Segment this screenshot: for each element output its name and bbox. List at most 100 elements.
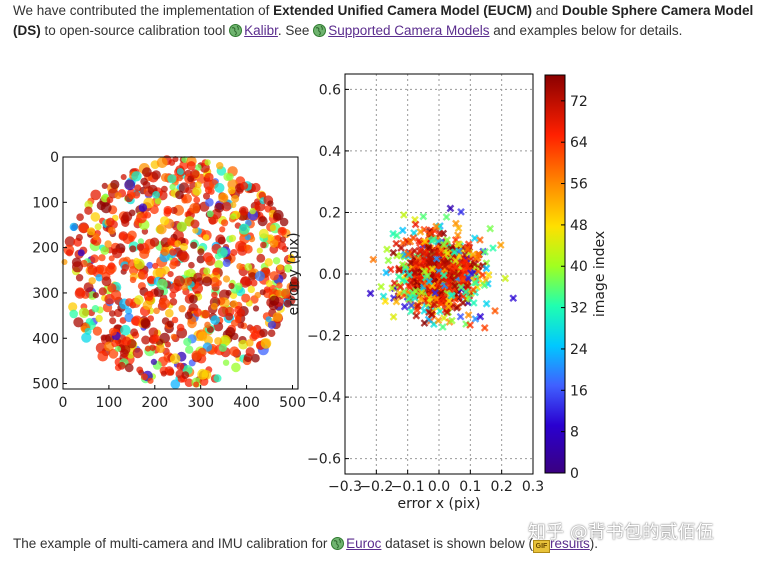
corner-point xyxy=(90,189,101,201)
corner-point xyxy=(196,255,205,264)
corner-point xyxy=(169,298,178,306)
euroc-link[interactable]: Euroc xyxy=(346,536,382,551)
corner-point xyxy=(125,307,133,315)
intro-text-3: to open-source calibration tool xyxy=(40,23,230,38)
error-mark xyxy=(456,312,465,321)
corner-point xyxy=(131,171,142,182)
corner-point xyxy=(176,323,185,332)
error-mark xyxy=(428,265,437,273)
error-mark xyxy=(366,289,375,298)
corner-point xyxy=(258,228,269,239)
corner-point xyxy=(185,345,194,354)
corner-point xyxy=(192,227,199,234)
corner-point xyxy=(160,216,170,226)
corner-point xyxy=(276,264,284,271)
error-mark xyxy=(414,301,422,310)
corner-point xyxy=(256,253,266,263)
corner-point xyxy=(214,260,224,269)
corner-point xyxy=(169,261,178,270)
right-plot-ticks: −0.3−0.2−0.1 0.0 0.1 0.2 0.30.60.40.20.0−0.2… xyxy=(307,82,544,495)
results-link[interactable]: results xyxy=(550,536,590,551)
corner-point xyxy=(138,203,148,212)
corner-point xyxy=(243,244,253,254)
error-mark xyxy=(482,299,491,308)
corner-point xyxy=(152,191,161,199)
right-xtick-label: −0.3 xyxy=(328,479,362,495)
corner-point xyxy=(98,287,107,296)
corner-point xyxy=(190,241,198,249)
corner-point xyxy=(217,306,229,318)
error-mark xyxy=(411,220,420,229)
error-mark xyxy=(395,266,403,274)
corner-point xyxy=(176,168,184,175)
error-mark xyxy=(411,294,420,302)
corner-point xyxy=(74,288,86,299)
corner-point xyxy=(226,173,234,181)
corner-point xyxy=(95,314,103,323)
corner-point xyxy=(206,210,214,218)
error-mark xyxy=(399,211,408,219)
corner-point xyxy=(195,164,202,171)
error-mark xyxy=(480,324,489,332)
left-ytick-label: 400 xyxy=(32,331,59,347)
error-mark xyxy=(398,226,407,235)
corner-point xyxy=(161,317,170,325)
colorbar-tick-label: 0 xyxy=(570,466,579,482)
error-mark xyxy=(379,292,388,301)
corner-point xyxy=(124,179,136,191)
error-mark xyxy=(426,254,435,263)
corner-point xyxy=(227,186,236,195)
corner-point xyxy=(65,249,74,257)
corner-point xyxy=(183,277,193,286)
error-mark xyxy=(395,289,404,297)
corner-point xyxy=(238,206,249,216)
intro-text-2: and xyxy=(531,3,562,18)
corner-point xyxy=(120,174,127,180)
corner-point xyxy=(137,238,144,245)
corner-point xyxy=(245,347,255,357)
corner-point xyxy=(197,347,207,357)
corner-point xyxy=(209,277,220,287)
right-xtick-label: 0.0 xyxy=(428,479,450,495)
corner-point xyxy=(259,328,268,338)
error-mark xyxy=(437,299,445,308)
error-mark xyxy=(417,294,425,303)
corner-point xyxy=(193,196,201,204)
error-mark xyxy=(454,224,463,233)
corner-point xyxy=(197,331,208,342)
error-mark xyxy=(427,310,436,319)
error-mark xyxy=(411,287,420,295)
error-mark xyxy=(459,299,467,307)
corner-point xyxy=(214,337,223,345)
supported-camera-models-link[interactable]: Supported Camera Models xyxy=(328,23,490,38)
corner-point xyxy=(219,226,226,233)
corner-point xyxy=(235,240,247,252)
error-mark xyxy=(463,245,472,253)
error-mark xyxy=(476,236,484,244)
corner-point xyxy=(269,224,277,232)
corner-point xyxy=(225,289,232,296)
corner-point xyxy=(92,292,99,299)
corner-point xyxy=(189,294,198,304)
corner-point xyxy=(259,289,266,296)
corner-point xyxy=(190,169,200,179)
error-mark xyxy=(389,313,398,321)
right-xtick-label: 0.2 xyxy=(491,479,513,495)
corner-point xyxy=(159,332,170,344)
corner-point xyxy=(197,368,209,380)
corner-point xyxy=(272,312,283,322)
error-mark xyxy=(432,249,441,258)
corner-point xyxy=(101,276,112,287)
corner-point xyxy=(254,291,261,299)
left-ytick-label: 300 xyxy=(32,286,59,302)
corner-point xyxy=(264,205,273,213)
corner-point xyxy=(181,371,190,379)
kalibr-link[interactable]: Kalibr xyxy=(244,23,278,38)
corner-point xyxy=(185,187,193,194)
corner-point xyxy=(160,370,167,377)
corner-point xyxy=(120,324,131,336)
corner-point xyxy=(205,198,214,207)
error-mark xyxy=(453,231,462,240)
corner-point xyxy=(128,209,136,217)
corner-point xyxy=(149,237,160,247)
